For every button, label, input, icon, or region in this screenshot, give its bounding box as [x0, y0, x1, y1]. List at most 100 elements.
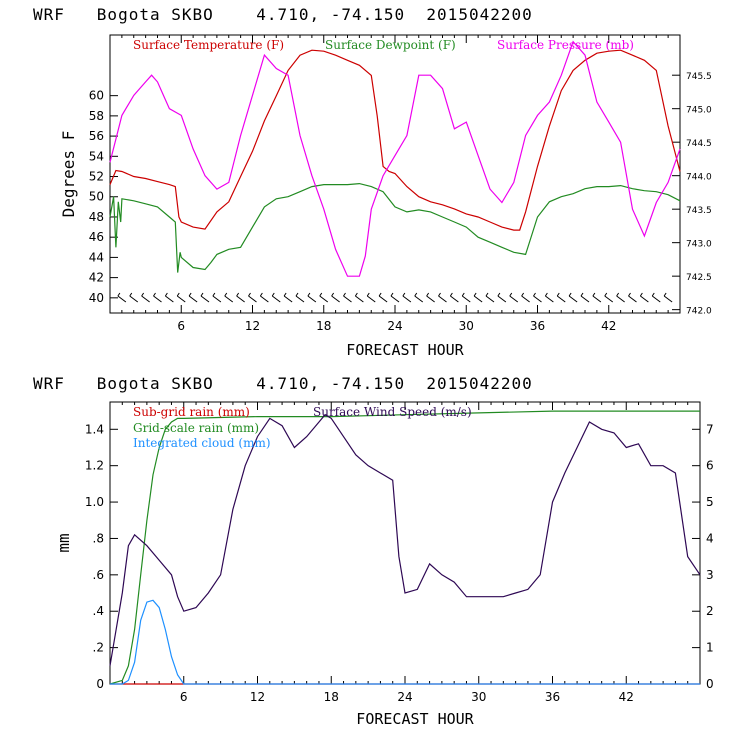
wind-barb: [129, 295, 139, 303]
x-axis-label: FORECAST HOUR: [346, 341, 464, 359]
wind-barb: [188, 295, 198, 303]
wind-barb-flag: [580, 292, 584, 297]
wind-barb: [402, 295, 412, 303]
wind-barb-flag: [129, 292, 133, 297]
right-tick-label: 745.5: [686, 72, 712, 82]
wind-barb-flag: [248, 292, 251, 297]
right-tick-label: 743.5: [686, 206, 712, 216]
wind-barb: [331, 295, 340, 303]
wind-barb: [295, 295, 305, 303]
wind-barb: [461, 295, 471, 303]
right-tick-label: 5: [706, 495, 714, 509]
wind-barb: [592, 295, 602, 303]
wind-barb-flag: [117, 292, 121, 297]
wind-barb-flag: [236, 292, 240, 297]
wind-barb: [212, 295, 222, 303]
wind-barb-flag: [164, 292, 168, 297]
legend-entry: Integrated cloud (mm): [133, 436, 271, 450]
wind-barb: [628, 295, 637, 303]
wind-barb-flag: [331, 292, 335, 297]
y-tick-label: 56: [89, 129, 104, 143]
y-tick-label: .6: [93, 568, 104, 582]
wind-barb-flag: [497, 292, 501, 297]
wind-barb-flag: [153, 292, 156, 297]
wind-barb: [224, 295, 234, 303]
x-tick-label: 24: [397, 690, 412, 704]
chart-panel-2: WRF Bogota SKBO 4.710, -74.150 201504220…: [33, 374, 714, 728]
wind-barb: [319, 295, 329, 303]
wind-barb: [248, 295, 257, 303]
y-tick-label: 44: [89, 250, 104, 264]
wind-barb: [473, 295, 483, 303]
wind-barb-flag: [319, 292, 323, 297]
legend-entry: Grid-scale rain (mm): [133, 421, 259, 435]
legend-entry: Surface Pressure (mb): [497, 38, 634, 52]
y-tick-label: 1.2: [85, 459, 104, 473]
right-tick-label: 4: [706, 531, 714, 545]
series-line-surface-temperature-f: [109, 49, 681, 231]
wind-barb-flag: [461, 292, 465, 297]
y-tick-label: 42: [89, 271, 104, 285]
wind-barb: [390, 295, 400, 303]
y-tick-label: 1.0: [85, 495, 104, 509]
wind-barb-flag: [604, 292, 608, 297]
legend-entry: Surface Wind Speed (m/s): [313, 405, 472, 419]
right-tick-label: 3: [706, 568, 714, 582]
wind-barb-flag: [651, 292, 655, 297]
wind-barb-flag: [295, 292, 299, 297]
right-tick-label: 2: [706, 604, 714, 618]
wind-barb-flag: [378, 292, 382, 297]
wind-barb-flag: [521, 292, 525, 297]
x-tick-label: 12: [250, 690, 265, 704]
wind-barb: [604, 295, 614, 303]
right-tick-label: 742.5: [686, 273, 712, 283]
wind-barb-flag: [568, 292, 572, 297]
wind-barb-flag: [592, 292, 596, 297]
wind-barb-flag: [639, 292, 643, 297]
wind-barb: [414, 295, 424, 303]
wind-barb: [283, 295, 293, 303]
wind-barb-flag: [354, 292, 358, 297]
y-tick-label: 40: [89, 291, 104, 305]
y-tick-label: 48: [89, 210, 104, 224]
wind-barb: [165, 295, 174, 303]
wind-barb: [260, 295, 269, 303]
right-tick-label: 0: [706, 677, 714, 691]
right-tick-label: 744.0: [686, 173, 712, 183]
y-tick-label: 54: [89, 149, 104, 163]
right-tick-label: 744.5: [686, 139, 712, 149]
wind-barb: [497, 295, 507, 303]
wind-barb: [141, 295, 150, 303]
wind-barb: [580, 295, 590, 303]
wind-barb: [176, 295, 186, 303]
wind-barb-flag: [663, 292, 667, 297]
wind-barb: [509, 295, 519, 303]
wind-barb-flag: [485, 292, 489, 297]
wind-barb-flag: [438, 292, 441, 297]
x-tick-label: 36: [530, 319, 545, 333]
wind-barb: [556, 295, 566, 303]
legend-entry: Surface Temperature (F): [133, 38, 284, 52]
wind-barb-flag: [533, 292, 536, 297]
series-line-surface-dewpoint-f: [109, 182, 681, 273]
y-tick-label: 58: [89, 109, 104, 123]
x-tick-label: 42: [601, 319, 616, 333]
y-axis-label: mm: [54, 533, 73, 552]
y-tick-label: .8: [93, 531, 104, 545]
legend-entry: Sub-grid rain (mm): [133, 405, 250, 419]
wind-barb: [485, 295, 495, 303]
x-tick-label: 24: [387, 319, 402, 333]
x-tick-label: 30: [459, 319, 474, 333]
wind-barb: [450, 295, 459, 303]
y-tick-label: 1.4: [85, 422, 104, 436]
y-tick-label: 50: [89, 190, 104, 204]
x-tick-label: 6: [180, 690, 188, 704]
wind-barb: [307, 295, 317, 303]
wind-barb-flag: [307, 292, 311, 297]
wind-barb-flag: [449, 292, 453, 297]
wind-barb: [545, 295, 554, 303]
wind-barb: [366, 295, 376, 303]
wind-barb-flag: [473, 292, 477, 297]
wind-barb-flag: [616, 292, 620, 297]
x-tick-label: 18: [324, 690, 339, 704]
